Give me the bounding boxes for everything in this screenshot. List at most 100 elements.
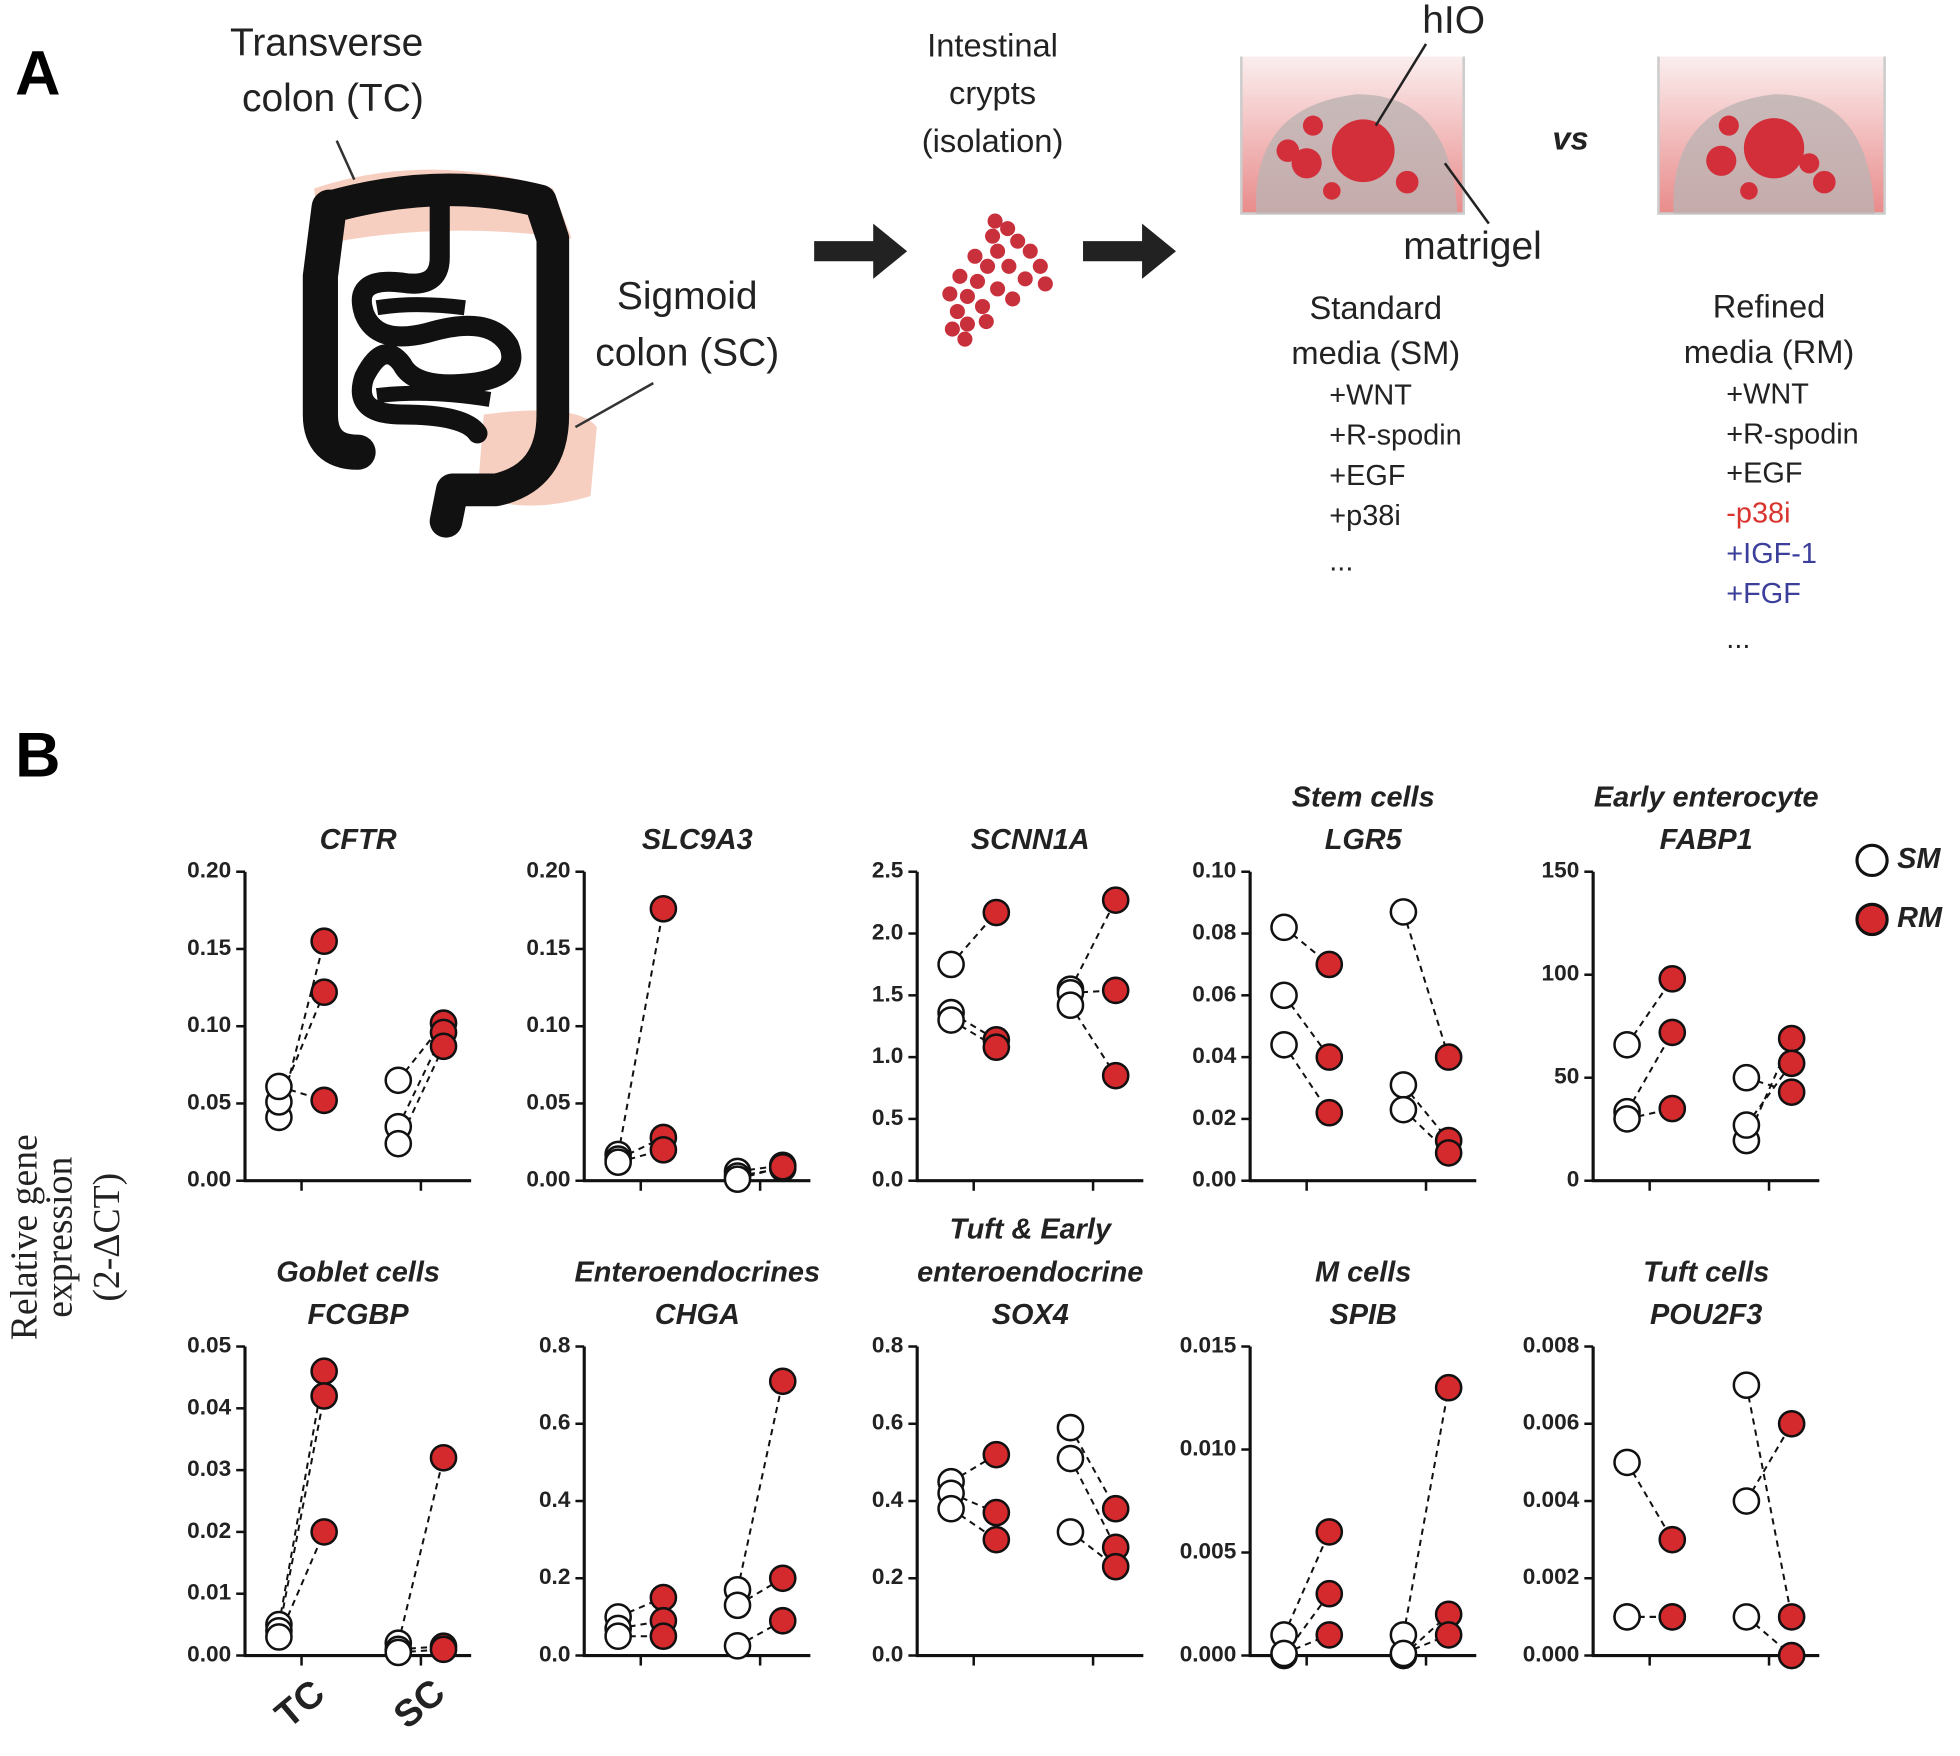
y-tick-label: 1.0 <box>872 1043 903 1068</box>
dot <box>1777 1024 1806 1053</box>
dot <box>937 1006 965 1034</box>
y-tick-label: 0.015 <box>1180 1332 1237 1357</box>
y-tick-label: 0.6 <box>872 1410 903 1435</box>
y-tick-label: 0.2 <box>872 1564 903 1589</box>
dot <box>937 1494 965 1523</box>
dot <box>1270 913 1298 942</box>
pair-line <box>736 1577 784 1607</box>
dot <box>1101 1552 1130 1581</box>
pair-line <box>277 1531 326 1638</box>
dot <box>649 1135 678 1164</box>
y-tick-label: 100 <box>1542 961 1580 986</box>
panel-title: enteroendocrine <box>917 1256 1143 1288</box>
panel-title: CHGA <box>655 1299 740 1331</box>
y-tick-label: 0.00 <box>187 1641 231 1666</box>
y-tick-label: 0.008 <box>1523 1332 1580 1357</box>
dot <box>982 898 1011 927</box>
colon-label: Sigmoid <box>617 275 758 318</box>
y-tick-label: 0.08 <box>1192 919 1236 944</box>
dot <box>649 894 678 923</box>
dot <box>1389 898 1418 926</box>
step-label: Intestinal <box>927 26 1058 63</box>
y-tick-label: 0.4 <box>872 1487 904 1512</box>
pair-line <box>1283 1531 1331 1636</box>
y-tick-label: 0.00 <box>526 1167 570 1192</box>
arrow <box>1083 223 1176 279</box>
dot <box>1315 950 1344 979</box>
y-tick-label: 0.0 <box>872 1641 903 1666</box>
panel-title: Enteroendocrines <box>575 1256 821 1288</box>
dot <box>1270 981 1298 1010</box>
dot <box>429 1635 458 1664</box>
dot <box>1056 1413 1085 1442</box>
y-title: Relative gene expression (2-ΔCT) <box>3 1134 128 1340</box>
dot <box>1434 1373 1463 1402</box>
pair-line <box>1283 1633 1330 1655</box>
dot <box>310 1357 338 1386</box>
dot <box>384 1066 413 1095</box>
panel-title: Tuft cells <box>1643 1256 1769 1288</box>
dot <box>384 1638 413 1667</box>
y-tick-label: 0.10 <box>526 1012 570 1037</box>
panel-title: Goblet cells <box>276 1256 440 1288</box>
dot <box>1732 1371 1761 1399</box>
dot <box>982 1033 1011 1062</box>
y-tick-label: 0.15 <box>187 935 231 960</box>
organoid-well <box>1240 56 1465 215</box>
y-tick-label: 2.0 <box>872 919 903 944</box>
dot <box>1389 1071 1418 1099</box>
pair-line <box>950 1453 997 1483</box>
dot <box>604 1148 632 1176</box>
dot <box>723 1632 752 1660</box>
y-title-line: Relative gene <box>3 1134 45 1340</box>
dot <box>1101 886 1130 914</box>
dot <box>1732 1487 1761 1515</box>
y-tick-label: 0.03 <box>187 1456 231 1481</box>
dot <box>937 950 965 979</box>
y-tick-label: 0.00 <box>1192 1167 1236 1192</box>
dot <box>1270 1030 1298 1059</box>
panel-title: Tuft & Early <box>949 1214 1112 1246</box>
dot <box>265 1623 293 1651</box>
media-title: media (SM) <box>1291 334 1460 371</box>
media-item: +WNT <box>1329 380 1412 412</box>
dot <box>1315 1043 1344 1071</box>
panel-title: CFTR <box>320 824 397 856</box>
pair-line <box>1626 1031 1674 1113</box>
matrix-label: matrigel <box>1403 225 1542 268</box>
dot <box>982 1440 1011 1469</box>
dot <box>1658 1094 1687 1123</box>
dot <box>1777 1049 1806 1078</box>
y-title-line: expression <box>38 1157 80 1318</box>
y-tick-label: 0.002 <box>1523 1564 1580 1589</box>
dot <box>384 1129 413 1158</box>
pair-line <box>737 1619 784 1647</box>
y-tick-label: 0.05 <box>187 1089 231 1114</box>
dot <box>1315 1579 1344 1608</box>
dot <box>1732 1603 1761 1631</box>
y-tick-label: 0.04 <box>187 1394 231 1419</box>
dot <box>1613 1030 1641 1059</box>
pair-line <box>950 1492 997 1514</box>
pair-line <box>277 940 326 1118</box>
y-tick-label: 0.20 <box>526 858 570 883</box>
dot <box>1658 1018 1687 1047</box>
dot <box>1777 1409 1806 1438</box>
dot <box>1434 1139 1463 1167</box>
media-item: ... <box>1726 623 1750 655</box>
colon-label: colon (SC) <box>595 332 779 375</box>
y-tick-label: 0.10 <box>1192 858 1236 883</box>
dot <box>1315 1518 1344 1546</box>
dot <box>768 1152 797 1181</box>
pointer-line <box>574 382 654 429</box>
media-item: +R-spodin <box>1329 420 1461 452</box>
dot <box>768 1564 797 1593</box>
colon-illustration <box>302 169 597 538</box>
dot <box>1389 1095 1418 1124</box>
dot <box>1315 1621 1344 1649</box>
y-tick-label: 0.8 <box>872 1332 903 1357</box>
y-tick-label: 1.5 <box>872 981 903 1006</box>
y-tick-label: 0.0 <box>872 1167 903 1192</box>
dot <box>429 1443 458 1472</box>
pair-line <box>397 1457 445 1644</box>
